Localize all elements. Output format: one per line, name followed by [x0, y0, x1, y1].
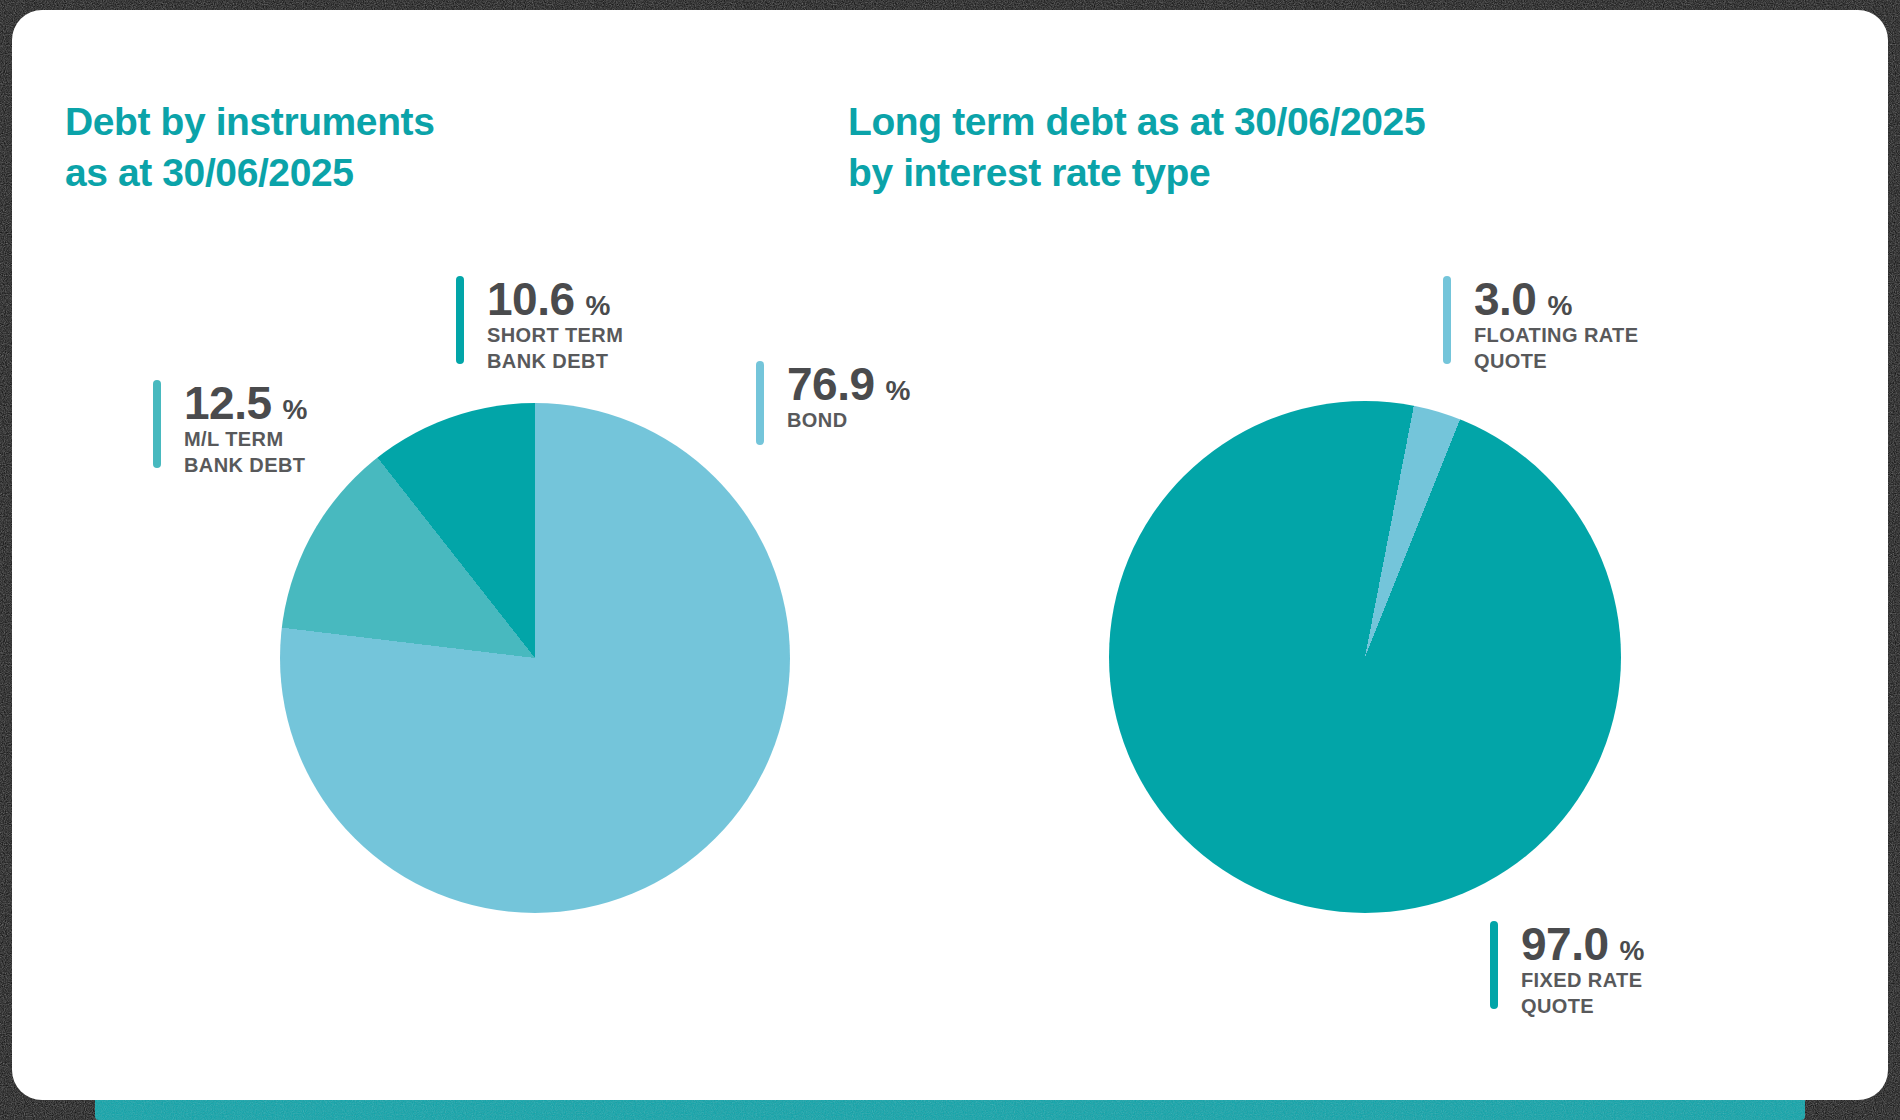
title-line: by interest rate type	[848, 147, 1425, 198]
pie-debt-by-instruments	[280, 403, 790, 913]
callout-label-line: QUOTE	[1521, 993, 1644, 1019]
percent-sign: %	[586, 290, 611, 321]
callout-label-line: FIXED RATE	[1521, 967, 1644, 993]
card-content: Debt by instruments as at 30/06/2025 Lon…	[0, 0, 1900, 1120]
callout-label-line: M/L TERM	[184, 426, 307, 452]
right-chart-title: Long term debt as at 30/06/2025 by inter…	[848, 96, 1425, 198]
pie-long-term-debt-rate-type	[1109, 401, 1621, 913]
callout-value-row: 3.0%	[1474, 276, 1638, 322]
percent-sign: %	[1620, 935, 1645, 966]
callout-value-row: 12.5%	[184, 380, 307, 426]
callout-value-row: 10.6%	[487, 276, 623, 322]
callout-label-line: BANK DEBT	[487, 348, 623, 374]
callout-color-bar	[1490, 921, 1498, 1009]
callout-text: 12.5% M/L TERM BANK DEBT	[184, 380, 307, 478]
callout-label-line: BANK DEBT	[184, 452, 307, 478]
callout-ml-term-bank-debt: 12.5% M/L TERM BANK DEBT	[153, 380, 307, 478]
callout-text: 97.0% FIXED RATE QUOTE	[1521, 921, 1644, 1019]
left-chart-title: Debt by instruments as at 30/06/2025	[65, 96, 434, 198]
callout-label-line: QUOTE	[1474, 348, 1638, 374]
callout-fixed-rate-quote: 97.0% FIXED RATE QUOTE	[1490, 921, 1644, 1019]
callout-text: 76.9% BOND	[787, 361, 910, 433]
percent-sign: %	[886, 375, 911, 406]
callout-value: 10.6	[487, 273, 575, 325]
callout-color-bar	[756, 361, 764, 445]
callout-value-row: 97.0%	[1521, 921, 1644, 967]
callout-floating-rate-quote: 3.0% FLOATING RATE QUOTE	[1443, 276, 1638, 374]
callout-value: 3.0	[1474, 273, 1536, 325]
callout-value: 76.9	[787, 358, 875, 410]
percent-sign: %	[283, 394, 308, 425]
callout-value: 12.5	[184, 377, 272, 429]
title-line: as at 30/06/2025	[65, 147, 434, 198]
callout-label-line: FLOATING RATE	[1474, 322, 1638, 348]
title-line: Long term debt as at 30/06/2025	[848, 96, 1425, 147]
percent-sign: %	[1547, 290, 1572, 321]
callout-text: 10.6% SHORT TERM BANK DEBT	[487, 276, 623, 374]
callout-value-row: 76.9%	[787, 361, 910, 407]
callout-color-bar	[456, 276, 464, 364]
infographic-frame: Debt by instruments as at 30/06/2025 Lon…	[0, 0, 1900, 1120]
callout-text: 3.0% FLOATING RATE QUOTE	[1474, 276, 1638, 374]
callout-color-bar	[153, 380, 161, 468]
title-line: Debt by instruments	[65, 96, 434, 147]
callout-bond: 76.9% BOND	[756, 361, 910, 445]
callout-short-term-bank-debt: 10.6% SHORT TERM BANK DEBT	[456, 276, 623, 374]
callout-color-bar	[1443, 276, 1451, 364]
callout-label-line: BOND	[787, 407, 910, 433]
callout-value: 97.0	[1521, 918, 1609, 970]
callout-label-line: SHORT TERM	[487, 322, 623, 348]
